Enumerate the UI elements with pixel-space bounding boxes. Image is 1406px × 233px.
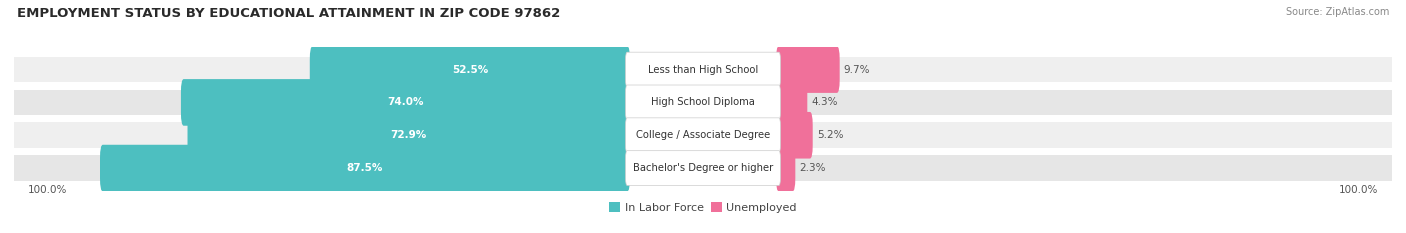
Text: Less than High School: Less than High School	[648, 65, 758, 75]
FancyBboxPatch shape	[626, 151, 780, 185]
FancyBboxPatch shape	[626, 52, 780, 87]
Bar	[14, 123, 1392, 148]
Bar	[14, 155, 1392, 181]
FancyBboxPatch shape	[100, 145, 630, 191]
FancyBboxPatch shape	[181, 79, 630, 126]
Legend: In Labor Force, Unemployed: In Labor Force, Unemployed	[605, 198, 801, 217]
Text: 5.2%: 5.2%	[817, 130, 844, 140]
Text: 9.7%: 9.7%	[844, 65, 870, 75]
FancyBboxPatch shape	[776, 145, 796, 191]
Text: 100.0%: 100.0%	[1339, 185, 1378, 195]
Text: Source: ZipAtlas.com: Source: ZipAtlas.com	[1285, 7, 1389, 17]
Bar	[14, 90, 1392, 115]
Text: 52.5%: 52.5%	[451, 65, 488, 75]
Text: 72.9%: 72.9%	[391, 130, 427, 140]
FancyBboxPatch shape	[776, 46, 839, 93]
Text: Bachelor's Degree or higher: Bachelor's Degree or higher	[633, 163, 773, 173]
FancyBboxPatch shape	[776, 79, 807, 126]
Text: 74.0%: 74.0%	[387, 97, 423, 107]
Bar	[14, 57, 1392, 82]
FancyBboxPatch shape	[626, 85, 780, 120]
Text: 4.3%: 4.3%	[811, 97, 838, 107]
FancyBboxPatch shape	[776, 112, 813, 159]
FancyBboxPatch shape	[187, 112, 630, 159]
FancyBboxPatch shape	[309, 46, 630, 93]
Text: 2.3%: 2.3%	[800, 163, 825, 173]
Text: 87.5%: 87.5%	[347, 163, 384, 173]
Text: 100.0%: 100.0%	[28, 185, 67, 195]
FancyBboxPatch shape	[626, 118, 780, 153]
Text: College / Associate Degree: College / Associate Degree	[636, 130, 770, 140]
Text: EMPLOYMENT STATUS BY EDUCATIONAL ATTAINMENT IN ZIP CODE 97862: EMPLOYMENT STATUS BY EDUCATIONAL ATTAINM…	[17, 7, 560, 20]
Text: High School Diploma: High School Diploma	[651, 97, 755, 107]
